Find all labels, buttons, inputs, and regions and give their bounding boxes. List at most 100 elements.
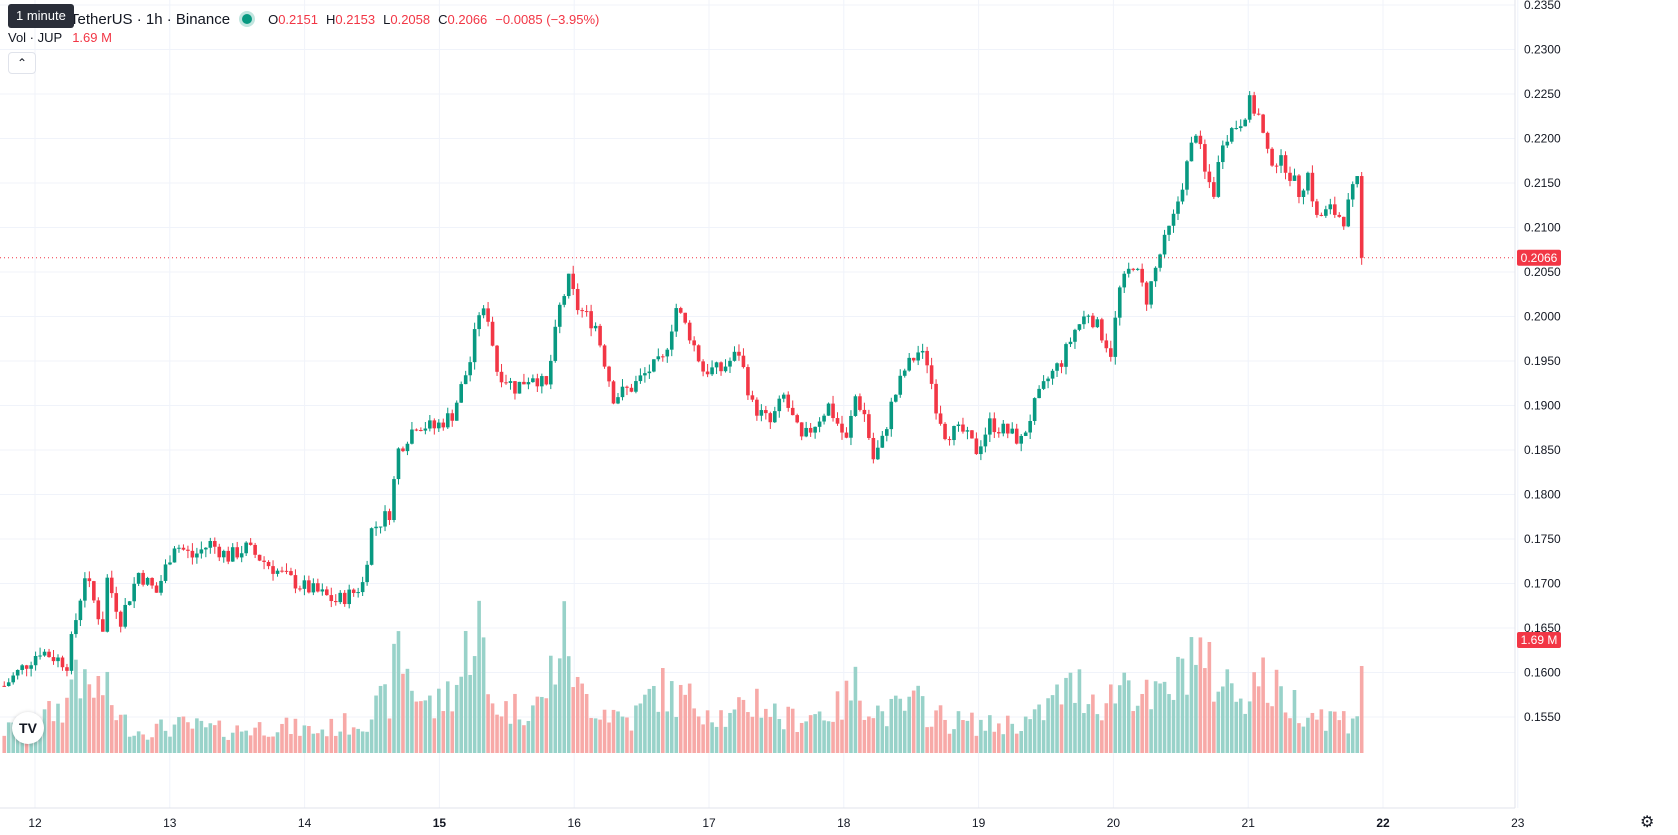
volume-bar (163, 730, 168, 753)
volume-bar (454, 684, 459, 753)
last-volume-label: 1.69 M (1521, 633, 1558, 647)
volume-bar (746, 712, 750, 753)
time-axis: 12 13 14 15 16 17 18 19 20 21 22 23 (0, 807, 1525, 830)
candle-body (513, 381, 517, 394)
tradingview-logo[interactable]: TV (12, 712, 44, 744)
volume-bar (490, 703, 495, 753)
candle-body (463, 375, 468, 385)
volume-bar (1126, 680, 1131, 753)
candle-body (1037, 388, 1041, 399)
candle-body (459, 384, 463, 403)
volume-bar (60, 722, 65, 753)
candle-body (1310, 172, 1315, 202)
volume-bar (1324, 730, 1328, 753)
volume-bar (517, 719, 522, 753)
candle-body (186, 549, 190, 551)
y-tick-label: 0.1950 (1524, 354, 1561, 368)
candle-body (970, 430, 974, 439)
volume-bar (195, 718, 199, 753)
volume-bar (387, 718, 392, 753)
volume-bar (777, 718, 782, 753)
volume-bar (204, 727, 208, 753)
volume-bar (360, 731, 365, 753)
candle-body (56, 657, 60, 662)
candle-body (275, 570, 280, 574)
x-tick-label: 15 (433, 816, 447, 830)
volume-bar (876, 705, 880, 753)
candle-body (907, 357, 911, 371)
volume-bar (988, 715, 992, 753)
candle-body (369, 528, 374, 565)
volume-bar (1274, 669, 1279, 753)
volume-bar (302, 725, 307, 753)
volume-bar (1234, 701, 1239, 753)
volume-bar (1091, 694, 1095, 753)
symbol-title[interactable]: TetherUS · 1h · Binance (70, 10, 231, 28)
volume-bar (6, 722, 11, 753)
candle-body (1292, 175, 1297, 181)
candle-body (1198, 135, 1203, 145)
volume-bar (333, 735, 338, 753)
volume-bar (441, 711, 446, 753)
volume-bar (678, 684, 683, 753)
volume-bar (1203, 668, 1207, 753)
volume-bar (1010, 723, 1015, 753)
candle-body (432, 420, 437, 429)
candle-body (589, 311, 593, 329)
grid (0, 0, 1519, 808)
volume-bar (1037, 704, 1041, 753)
candle-body (719, 362, 723, 372)
candle-body (925, 350, 929, 366)
candle-body (656, 356, 661, 360)
x-tick-label: 13 (163, 816, 177, 830)
candle-body (51, 657, 56, 662)
volume-bar (1055, 684, 1059, 753)
volume-bar (790, 708, 795, 753)
volume-bar (248, 735, 253, 753)
candle-body (392, 479, 396, 521)
y-tick-label: 0.2000 (1524, 310, 1561, 324)
candle-body (1297, 175, 1301, 198)
volume-bar (369, 719, 374, 753)
volume-bar (105, 671, 110, 753)
candle-body (1140, 268, 1144, 283)
candle-body (871, 437, 876, 460)
candle-body (629, 387, 634, 392)
candle-body (1256, 113, 1261, 115)
volume-bar (463, 630, 468, 753)
gear-icon[interactable]: ⚙ (1640, 814, 1655, 831)
collapse-legend-button[interactable]: ⌃ (8, 52, 36, 74)
volume-bar (1297, 723, 1301, 753)
candle-body (732, 351, 737, 361)
volume-bar (65, 697, 69, 753)
y-tick-label: 0.1650 (1524, 621, 1561, 635)
candle-body (1073, 329, 1077, 342)
volume-bar (1014, 733, 1019, 753)
candle-body (105, 577, 110, 632)
candle-body (961, 424, 965, 432)
volume-bar (956, 711, 961, 753)
candle-body (571, 273, 575, 289)
volume-bar (132, 735, 136, 753)
candle-body (360, 582, 365, 593)
volume-bars (2, 600, 1364, 753)
candle-body (759, 410, 764, 416)
candle-body (1162, 234, 1167, 255)
last-price-label: 0.2066 (1521, 251, 1558, 265)
candle-body (835, 418, 840, 424)
volume-bar (1041, 720, 1046, 753)
volume-bar (181, 716, 186, 753)
candle-body (786, 394, 791, 408)
candle-body (230, 547, 235, 562)
volume-bar (221, 736, 226, 753)
candle-body (701, 361, 705, 372)
ohlc-open: O0.2151 (268, 11, 318, 27)
volume-legend[interactable]: Vol · JUP 1.69 M (8, 30, 112, 45)
volume-bar (1359, 665, 1364, 753)
candle-body (826, 403, 831, 416)
volume-bar (1238, 698, 1243, 753)
volume-bar (1279, 686, 1283, 753)
volume-bar (284, 717, 289, 753)
candle-body (195, 553, 199, 558)
